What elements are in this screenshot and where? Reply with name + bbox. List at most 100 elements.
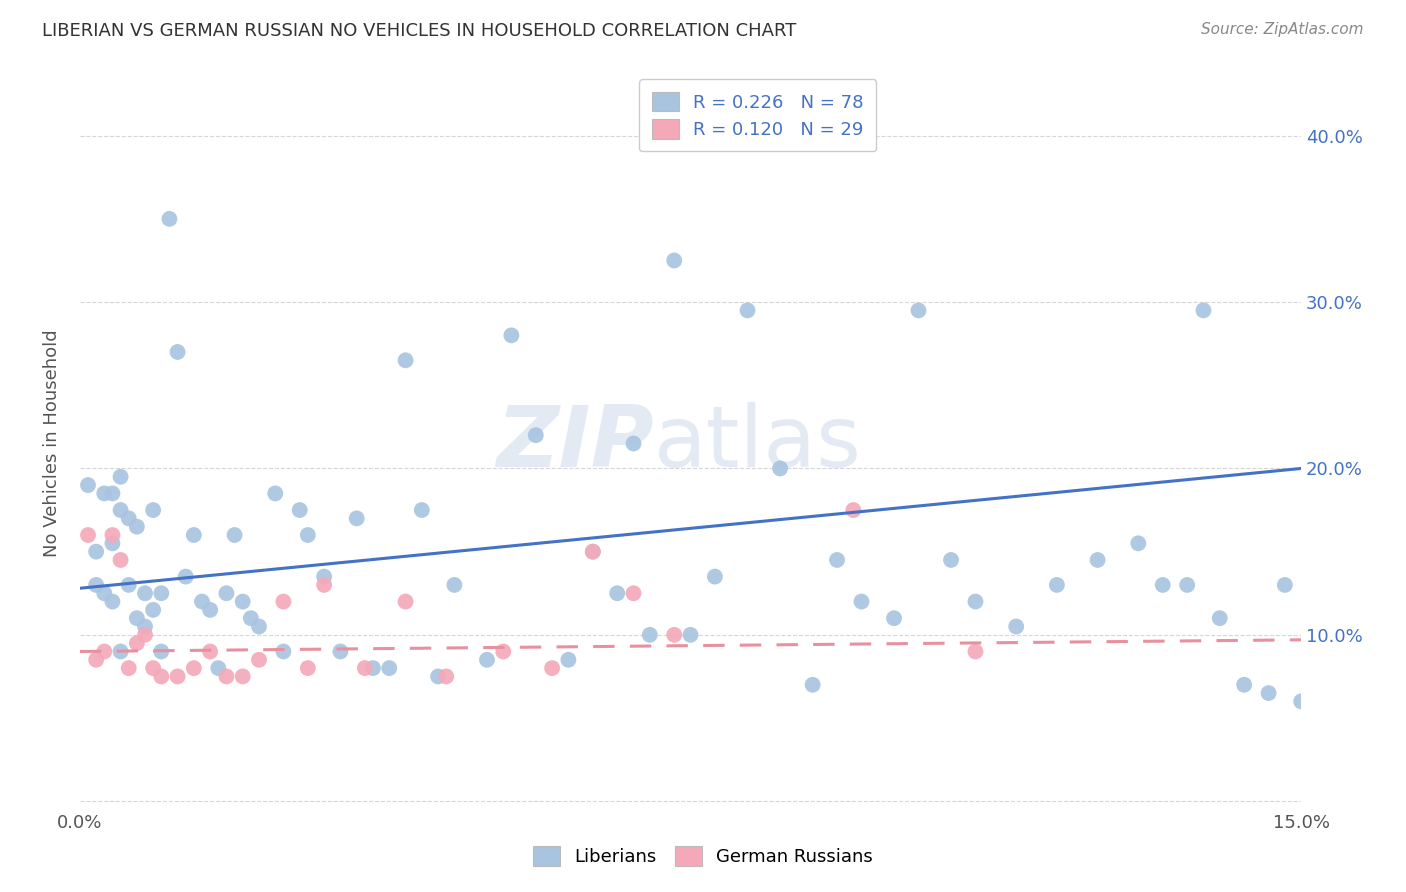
Legend: Liberians, German Russians: Liberians, German Russians	[520, 833, 886, 879]
Point	[1005, 619, 1028, 633]
Point	[110, 553, 132, 567]
Point	[150, 644, 173, 658]
Point	[769, 461, 792, 475]
Point	[394, 594, 416, 608]
Point	[142, 661, 165, 675]
Point	[1257, 686, 1279, 700]
Point	[524, 428, 547, 442]
Point	[394, 353, 416, 368]
Point	[101, 528, 124, 542]
Point	[232, 594, 254, 608]
Point	[883, 611, 905, 625]
Point	[118, 578, 141, 592]
Point	[239, 611, 262, 625]
Point	[215, 669, 238, 683]
Legend: R = 0.226   N = 78, R = 0.120   N = 29: R = 0.226 N = 78, R = 0.120 N = 29	[638, 79, 876, 152]
Point	[198, 603, 221, 617]
Point	[110, 644, 132, 658]
Point	[411, 503, 433, 517]
Point	[1128, 536, 1150, 550]
Point	[101, 594, 124, 608]
Point	[264, 486, 287, 500]
Point	[288, 503, 311, 517]
Point	[378, 661, 401, 675]
Point	[125, 636, 148, 650]
Text: Source: ZipAtlas.com: Source: ZipAtlas.com	[1201, 22, 1364, 37]
Point	[93, 586, 115, 600]
Point	[297, 528, 319, 542]
Point	[93, 644, 115, 658]
Point	[353, 661, 375, 675]
Point	[150, 669, 173, 683]
Point	[664, 628, 686, 642]
Point	[492, 644, 515, 658]
Point	[1152, 578, 1174, 592]
Point	[183, 661, 205, 675]
Point	[606, 586, 628, 600]
Point	[679, 628, 702, 642]
Point	[582, 544, 605, 558]
Point	[232, 669, 254, 683]
Point	[939, 553, 962, 567]
Point	[110, 469, 132, 483]
Point	[1233, 678, 1256, 692]
Point	[125, 611, 148, 625]
Point	[557, 653, 579, 667]
Point	[247, 653, 270, 667]
Point	[737, 303, 759, 318]
Point	[118, 661, 141, 675]
Point	[314, 569, 336, 583]
Point	[907, 303, 929, 318]
Point	[965, 644, 987, 658]
Point	[582, 544, 605, 558]
Point	[247, 619, 270, 633]
Point	[273, 644, 295, 658]
Point	[77, 528, 100, 542]
Point	[142, 603, 165, 617]
Point	[1046, 578, 1069, 592]
Point	[77, 478, 100, 492]
Point	[207, 661, 229, 675]
Point	[101, 486, 124, 500]
Point	[314, 578, 336, 592]
Point	[623, 436, 645, 450]
Point	[623, 586, 645, 600]
Point	[118, 511, 141, 525]
Text: ZIP: ZIP	[496, 402, 654, 485]
Point	[159, 211, 181, 226]
Point	[110, 503, 132, 517]
Point	[965, 594, 987, 608]
Point	[134, 586, 156, 600]
Point	[638, 628, 661, 642]
Point	[224, 528, 246, 542]
Text: LIBERIAN VS GERMAN RUSSIAN NO VEHICLES IN HOUSEHOLD CORRELATION CHART: LIBERIAN VS GERMAN RUSSIAN NO VEHICLES I…	[42, 22, 797, 40]
Point	[134, 628, 156, 642]
Point	[361, 661, 384, 675]
Point	[1192, 303, 1215, 318]
Point	[427, 669, 450, 683]
Point	[346, 511, 368, 525]
Point	[142, 503, 165, 517]
Point	[198, 644, 221, 658]
Text: atlas: atlas	[654, 402, 862, 485]
Point	[664, 253, 686, 268]
Point	[84, 544, 107, 558]
Point	[174, 569, 197, 583]
Point	[443, 578, 465, 592]
Point	[541, 661, 564, 675]
Point	[1175, 578, 1198, 592]
Point	[84, 578, 107, 592]
Point	[273, 594, 295, 608]
Y-axis label: No Vehicles in Household: No Vehicles in Household	[44, 330, 60, 558]
Point	[125, 519, 148, 533]
Point	[329, 644, 352, 658]
Point	[851, 594, 873, 608]
Point	[166, 345, 188, 359]
Point	[475, 653, 498, 667]
Point	[1274, 578, 1296, 592]
Point	[842, 503, 865, 517]
Point	[297, 661, 319, 675]
Point	[93, 486, 115, 500]
Point	[1289, 694, 1312, 708]
Point	[434, 669, 457, 683]
